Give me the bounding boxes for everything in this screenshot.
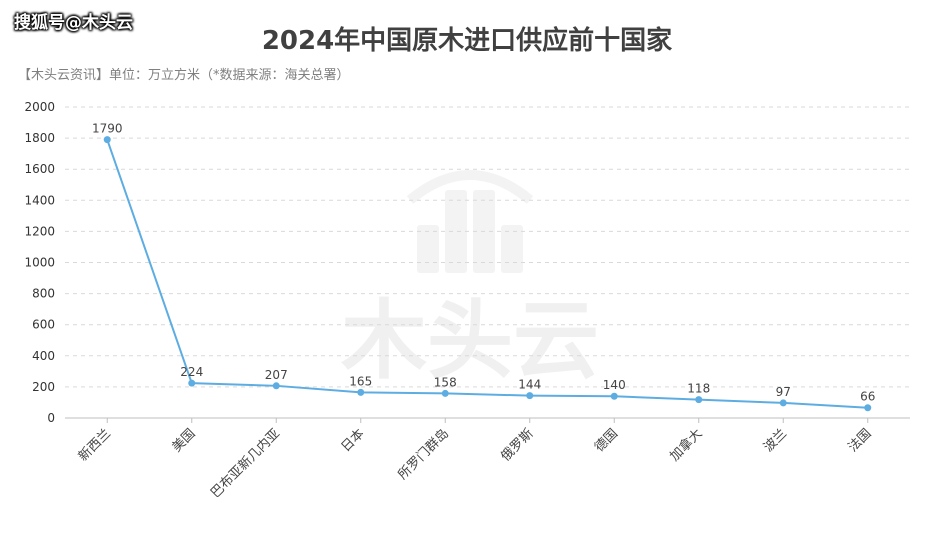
watermark-bar [417,225,439,273]
x-tick-label: 巴布亚新几内亚 [207,426,283,502]
data-point [357,388,365,396]
x-tick-label: 美国 [170,426,199,455]
grid-lines [65,106,910,388]
data-label: 97 [776,385,791,399]
series-path [106,139,868,409]
y-tick-label: 800 [32,287,55,301]
data-label: 118 [687,382,710,396]
y-tick-label: 1200 [24,224,55,238]
series-line [103,136,872,412]
data-label: 165 [349,374,372,388]
x-tick-label: 所罗门群岛 [395,426,452,483]
y-tick-label: 2000 [24,100,55,114]
y-tick-label: 0 [47,411,55,425]
y-tick-label: 1400 [24,193,55,207]
data-labels: 1790 224 207 165 158 144 140 118 97 66 [92,122,875,404]
data-point [188,379,196,387]
data-point [272,382,280,390]
data-label: 1790 [92,122,123,136]
data-label: 140 [603,378,626,392]
y-tick-label: 1600 [24,162,55,176]
data-point [610,392,618,400]
x-tick-label: 德国 [592,426,621,455]
y-tick-label: 200 [32,380,55,394]
x-tick-label: 加拿大 [667,426,706,465]
data-label: 144 [518,378,541,392]
data-label: 66 [860,390,875,404]
x-axis: 新西兰 美国 巴布亚新几内亚 日本 所罗门群岛 俄罗斯 德国 加拿大 波兰 法国 [65,417,910,502]
data-label: 158 [434,375,457,389]
data-point [695,396,703,404]
data-point [441,389,449,397]
x-tick-label: 法国 [846,426,875,455]
brand-watermark: 木头云 [341,170,599,391]
watermark-bar [501,225,523,273]
x-tick-label: 波兰 [761,426,790,455]
chart-subtitle: 【木头云资讯】单位：万立方米（*数据来源：海关总署） [18,68,350,83]
x-tick-label: 俄罗斯 [498,426,536,464]
y-tick-label: 1000 [24,256,55,270]
y-tick-label: 1800 [24,131,55,145]
x-tick-label: 新西兰 [75,426,114,465]
watermark-brand-text: 木头云 [341,291,599,391]
data-point [864,404,872,412]
data-point [779,399,787,407]
y-tick-label: 600 [32,318,55,332]
data-point [526,392,534,400]
chart-title: 2024年中国原木进口供应前十国家 [261,26,673,56]
data-label: 207 [265,368,288,382]
watermark-bar [445,190,467,273]
watermark-roof [406,170,534,204]
x-tick-label: 日本 [339,426,368,455]
y-tick-label: 400 [32,349,55,363]
source-watermark: 搜狐号@木头云 [14,13,133,33]
y-axis: 0 200 400 600 800 1000 1200 1400 1600 1800 2000 [24,100,55,425]
data-label: 224 [180,365,203,379]
data-point [103,136,111,144]
